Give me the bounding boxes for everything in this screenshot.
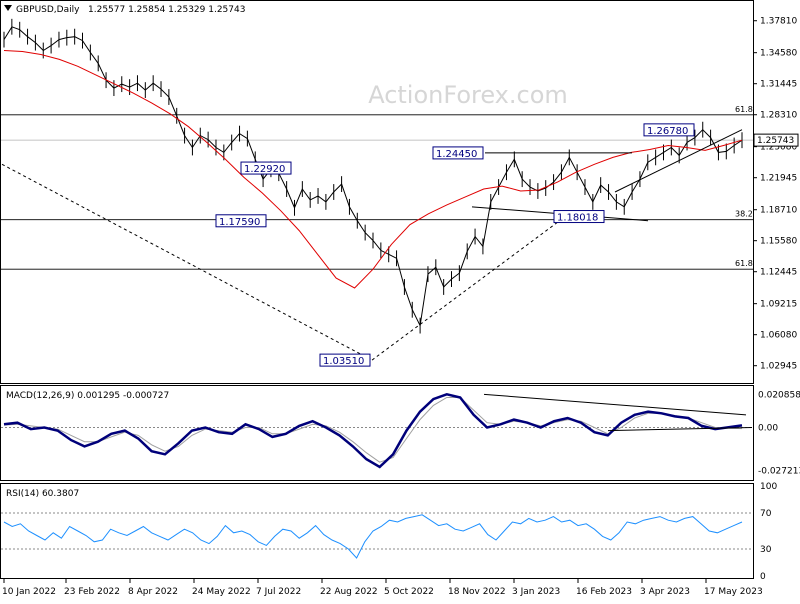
price-layer: 61.8 38.2 61.8 1.03510 1.17590 1.22920 1.24450…	[1, 18, 753, 367]
macd-axis-label: 0.020858	[758, 391, 800, 401]
price-annotation-box	[319, 353, 371, 367]
date-axis-label: 3 Jan 2023	[512, 587, 560, 597]
channel-line	[614, 129, 743, 193]
date-axis-label: 5 Oct 2022	[384, 587, 434, 597]
date-axis-label: 17 May 2023	[704, 587, 763, 597]
price-axis-label: 1.09215	[760, 300, 797, 310]
price-axis-label: 1.06080	[760, 331, 797, 341]
fib-level-label: 61.8	[735, 105, 753, 114]
price-axis-label: 1.12445	[760, 268, 797, 278]
trendline-dotted-down	[1, 163, 373, 361]
date-axis-label: 23 Feb 2022	[64, 587, 120, 597]
trendline-dotted-up	[371, 216, 566, 361]
macd-axis-label: -0.027213	[758, 466, 800, 476]
price-annotation-label: 1.24450	[436, 149, 477, 160]
watermark: ActionForex.com	[368, 81, 568, 109]
date-axis-label: 8 Apr 2022	[128, 587, 178, 597]
date-axis-label: 7 Jul 2022	[256, 587, 301, 597]
rsi-axis-label: 70	[760, 509, 772, 519]
collapse-triangle-icon[interactable]	[4, 5, 12, 11]
macd-layer	[1, 392, 753, 469]
price-axis-label: 1.21945	[760, 174, 797, 184]
rsi-axis-label: 30	[760, 545, 772, 555]
macd-trendline-lower	[607, 426, 753, 432]
price-annotation-box	[643, 123, 695, 137]
rsi-pane-frame	[0, 483, 754, 579]
symbol-title: GBPUSD,Daily	[16, 5, 80, 15]
date-axis-label: 24 May 2022	[192, 587, 251, 597]
price-annotation-box	[215, 214, 267, 228]
price-axis-label: 1.18710	[760, 206, 797, 216]
rsi-axis-label: 0	[760, 572, 766, 582]
price-axis-label: 1.31445	[760, 80, 797, 90]
price-axis-label: 1.37810	[760, 17, 797, 27]
price-axis-label: 1.25080	[760, 143, 797, 153]
ohlc-values: 1.25577 1.25854 1.25329 1.25743	[88, 5, 245, 15]
date-axis-label: 16 Feb 2023	[576, 587, 632, 597]
price-annotation-label: 1.17590	[219, 217, 260, 228]
macd-axis-label: 0.00	[758, 423, 778, 433]
moving-average-line	[3, 50, 743, 289]
price-axis-label: 1.02945	[760, 362, 797, 372]
date-axis-label: 18 Nov 2022	[448, 587, 506, 597]
axis-layer: 1.37810 1.34580 1.31445 1.28310 1.25080 1.219…	[2, 17, 800, 597]
price-axis-label: 1.34580	[760, 49, 797, 59]
date-axis-label: 10 Jan 2022	[2, 587, 56, 597]
price-annotation-box	[240, 161, 292, 175]
macd-title: MACD(12,26,9) 0.001295 -0.000727	[6, 391, 169, 401]
price-axis-label: 1.28310	[760, 111, 797, 121]
rsi-line	[3, 514, 743, 559]
price-line	[3, 26, 743, 328]
fib-level-label: 38.2	[735, 210, 753, 219]
price-annotation-box	[432, 146, 484, 160]
macd-line	[3, 392, 743, 469]
date-axis-label: 3 Apr 2023	[640, 587, 690, 597]
rsi-title: RSI(14) 60.3807	[6, 489, 79, 499]
price-pane-frame	[0, 0, 754, 384]
date-axis-label: 22 Aug 2022	[320, 587, 378, 597]
price-annotation-label: 1.22920	[244, 164, 285, 175]
price-axis-label: 1.15580	[760, 237, 797, 247]
price-annotation-label: 1.18018	[557, 213, 598, 224]
price-annotation-label: 1.26780	[647, 126, 688, 137]
rsi-layer	[1, 512, 753, 559]
price-annotation-box	[553, 210, 605, 224]
current-price-label: 1.25743	[757, 136, 794, 146]
current-price-box	[753, 133, 799, 147]
macd-trendline-upper	[483, 393, 747, 416]
price-annotation-label: 1.03510	[323, 356, 364, 367]
rsi-axis-label: 100	[760, 482, 777, 492]
fib-level-label: 61.8	[735, 259, 753, 268]
